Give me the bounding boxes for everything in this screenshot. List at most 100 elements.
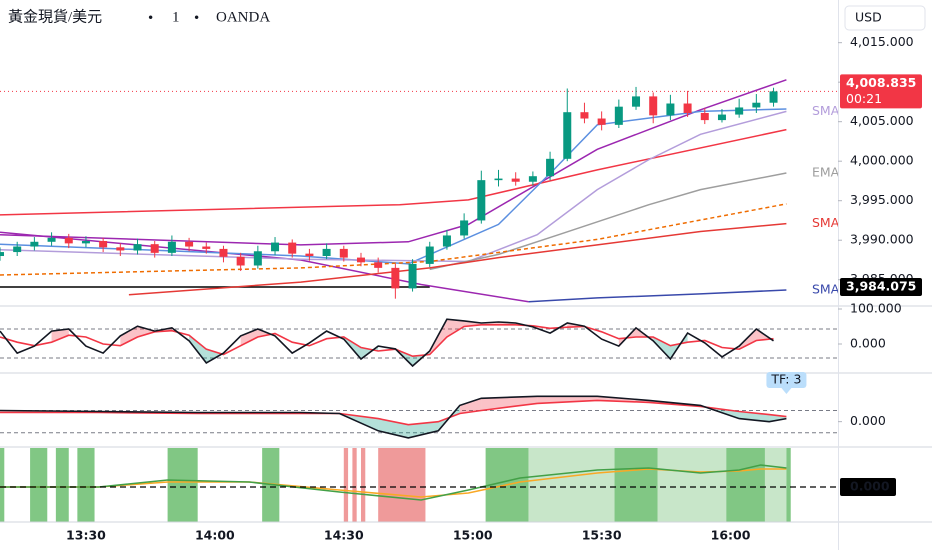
x-tick-label: 15:00 — [453, 528, 493, 543]
candle-body — [219, 248, 228, 257]
candle-body — [528, 176, 537, 182]
candle-body — [632, 96, 641, 107]
candle-body — [133, 244, 142, 251]
candle-body — [700, 112, 709, 121]
signal-band — [378, 448, 426, 522]
area-fill — [189, 335, 207, 363]
x-tick-label: 16:00 — [711, 528, 751, 543]
candle-body — [99, 240, 108, 248]
candle-body — [305, 253, 314, 257]
currency-box[interactable] — [844, 5, 926, 31]
candle-body — [30, 241, 39, 247]
y-tick-label: 4,015.000 — [850, 34, 914, 49]
signal-band — [786, 448, 791, 522]
candle-body — [460, 220, 469, 236]
candle-body — [477, 180, 486, 221]
candle-body — [563, 112, 572, 159]
signal-band — [0, 448, 5, 522]
candle-body — [288, 242, 297, 254]
candle-body — [752, 102, 761, 108]
candle-body — [253, 251, 262, 266]
currency[interactable]: USD — [855, 10, 882, 25]
y-tick-label: 3,990.000 — [850, 232, 914, 247]
y-tick-label: 100.000 — [850, 301, 902, 316]
signal-band — [77, 448, 95, 522]
area-fill — [120, 326, 138, 346]
candle-body — [597, 118, 606, 125]
candle-body — [185, 241, 194, 247]
candle-body — [614, 106, 623, 125]
y-tick-label: 4,000.000 — [850, 153, 914, 168]
candle-body — [546, 158, 555, 177]
area-fill — [481, 396, 538, 411]
area-fill — [240, 328, 258, 346]
moving-average-line — [0, 231, 529, 303]
candle-body — [511, 178, 520, 182]
candle-body — [580, 112, 589, 119]
candle-body — [683, 103, 692, 113]
price-label: 3,984.075 — [846, 279, 916, 294]
candle-body — [735, 107, 744, 115]
signal-band — [167, 448, 198, 522]
candle-body — [116, 247, 125, 251]
candle-body — [717, 114, 726, 121]
candle-body — [322, 248, 331, 257]
candle-body — [666, 103, 675, 116]
badge-label: TF: 3 — [770, 372, 801, 387]
interval: 1 — [172, 9, 180, 25]
pane-price: SMA EMA SMA SMA — [0, 79, 840, 303]
moving-average-line — [528, 289, 787, 303]
moving-average-line — [0, 128, 787, 216]
signal-band — [360, 448, 366, 522]
series-label: EMA — [812, 165, 840, 180]
area-fill — [137, 326, 155, 337]
signal-band — [614, 448, 658, 522]
moving-average-line — [0, 108, 787, 265]
y-tick-label: 0.000 — [850, 479, 890, 494]
candle-body — [64, 237, 73, 244]
area-fill — [51, 328, 69, 343]
area-fill — [206, 349, 224, 363]
x-tick-label: 14:30 — [324, 528, 364, 543]
y-tick-label: 0.000 — [850, 335, 886, 350]
price-label-box — [840, 74, 922, 109]
price-label: 4,008.835 — [846, 75, 916, 90]
x-tick-label: 15:30 — [582, 528, 622, 543]
pane-3 — [0, 395, 838, 439]
source: OANDA — [216, 9, 270, 25]
series-label: SMA — [812, 215, 840, 230]
y-tick-label: 4,005.000 — [850, 113, 914, 128]
series-label: SMA — [812, 281, 840, 296]
area-fill — [408, 421, 439, 438]
indicator-line — [0, 318, 774, 368]
candle-body — [13, 246, 22, 253]
signal-band — [352, 448, 357, 522]
signal-band — [55, 448, 69, 522]
separator: • — [148, 10, 153, 26]
signal-band — [764, 448, 787, 522]
candle-body — [391, 267, 400, 289]
area-fill — [446, 319, 465, 337]
moving-average-line — [429, 172, 787, 271]
candle-body — [442, 235, 451, 247]
candle-body — [202, 246, 211, 249]
separator: • — [194, 10, 199, 26]
moving-average-line — [0, 110, 787, 263]
signal-band — [30, 448, 48, 522]
moving-average-line — [128, 222, 787, 296]
candle-body — [769, 91, 778, 103]
tick-label-box — [840, 478, 896, 496]
signal-band — [528, 448, 615, 522]
signal-band — [657, 448, 727, 522]
candle-body — [271, 242, 280, 252]
candle-body — [649, 96, 658, 116]
badge-box — [766, 372, 807, 388]
signal-band — [343, 448, 349, 522]
y-tick-label: 3,995.000 — [850, 192, 914, 207]
y-tick-label: 0.000 — [850, 413, 886, 428]
candle-body — [494, 178, 503, 181]
